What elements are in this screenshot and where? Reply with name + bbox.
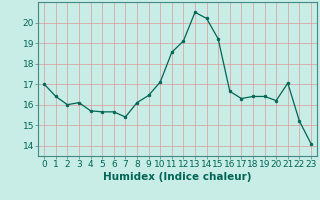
X-axis label: Humidex (Indice chaleur): Humidex (Indice chaleur) <box>103 172 252 182</box>
